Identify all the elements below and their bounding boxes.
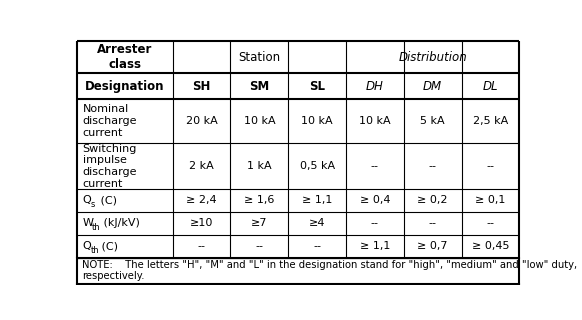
Text: ≥4: ≥4: [309, 218, 325, 228]
Text: --: --: [313, 241, 321, 251]
Text: ≥10: ≥10: [190, 218, 213, 228]
Text: ≥ 0,1: ≥ 0,1: [475, 196, 506, 205]
Text: (kJ/kV): (kJ/kV): [100, 218, 140, 228]
Text: th: th: [92, 223, 101, 232]
Text: 0,5 kA: 0,5 kA: [300, 161, 335, 171]
Text: 2 kA: 2 kA: [189, 161, 214, 171]
Text: --: --: [487, 218, 494, 228]
Text: --: --: [255, 241, 263, 251]
Text: 10 kA: 10 kA: [243, 116, 275, 126]
Text: 5 kA: 5 kA: [420, 116, 445, 126]
Text: 10 kA: 10 kA: [301, 116, 333, 126]
Text: DM: DM: [423, 80, 442, 92]
Text: W: W: [83, 218, 94, 228]
Text: ≥ 0,4: ≥ 0,4: [360, 196, 390, 205]
Text: ≥ 0,7: ≥ 0,7: [417, 241, 448, 251]
Text: ≥ 1,1: ≥ 1,1: [360, 241, 390, 251]
Text: ≥ 2,4: ≥ 2,4: [186, 196, 217, 205]
Text: 2,5 kA: 2,5 kA: [473, 116, 508, 126]
Text: 20 kA: 20 kA: [186, 116, 218, 126]
Text: 10 kA: 10 kA: [359, 116, 391, 126]
Text: 1 kA: 1 kA: [247, 161, 272, 171]
Text: Q: Q: [83, 196, 91, 205]
Text: Switching
impulse
discharge
current: Switching impulse discharge current: [83, 144, 137, 188]
Text: --: --: [487, 161, 494, 171]
Text: SL: SL: [309, 80, 325, 92]
Text: --: --: [371, 161, 379, 171]
Text: --: --: [428, 218, 436, 228]
Text: DL: DL: [482, 80, 498, 92]
Text: s: s: [91, 200, 95, 209]
Text: ≥ 0,45: ≥ 0,45: [471, 241, 509, 251]
Text: NOTE:    The letters "H", "M" and "L" in the designation stand for "high", "medi: NOTE: The letters "H", "M" and "L" in th…: [81, 260, 577, 281]
Text: Station: Station: [238, 51, 281, 64]
Text: SM: SM: [249, 80, 269, 92]
Text: ≥ 1,1: ≥ 1,1: [302, 196, 332, 205]
Text: Nominal
discharge
current: Nominal discharge current: [83, 104, 137, 138]
Text: Q: Q: [83, 241, 91, 251]
Text: ≥ 1,6: ≥ 1,6: [244, 196, 275, 205]
Text: --: --: [371, 218, 379, 228]
Text: Designation: Designation: [85, 80, 165, 92]
Text: SH: SH: [193, 80, 211, 92]
Text: Arrester
class: Arrester class: [97, 43, 152, 71]
Text: --: --: [428, 161, 436, 171]
Text: DH: DH: [366, 80, 384, 92]
Text: ≥7: ≥7: [251, 218, 268, 228]
Text: (C): (C): [98, 241, 119, 251]
Text: th: th: [91, 246, 100, 255]
Text: Distribution: Distribution: [398, 51, 467, 64]
Text: ≥ 0,2: ≥ 0,2: [417, 196, 448, 205]
Text: --: --: [197, 241, 205, 251]
Text: (C): (C): [97, 196, 116, 205]
